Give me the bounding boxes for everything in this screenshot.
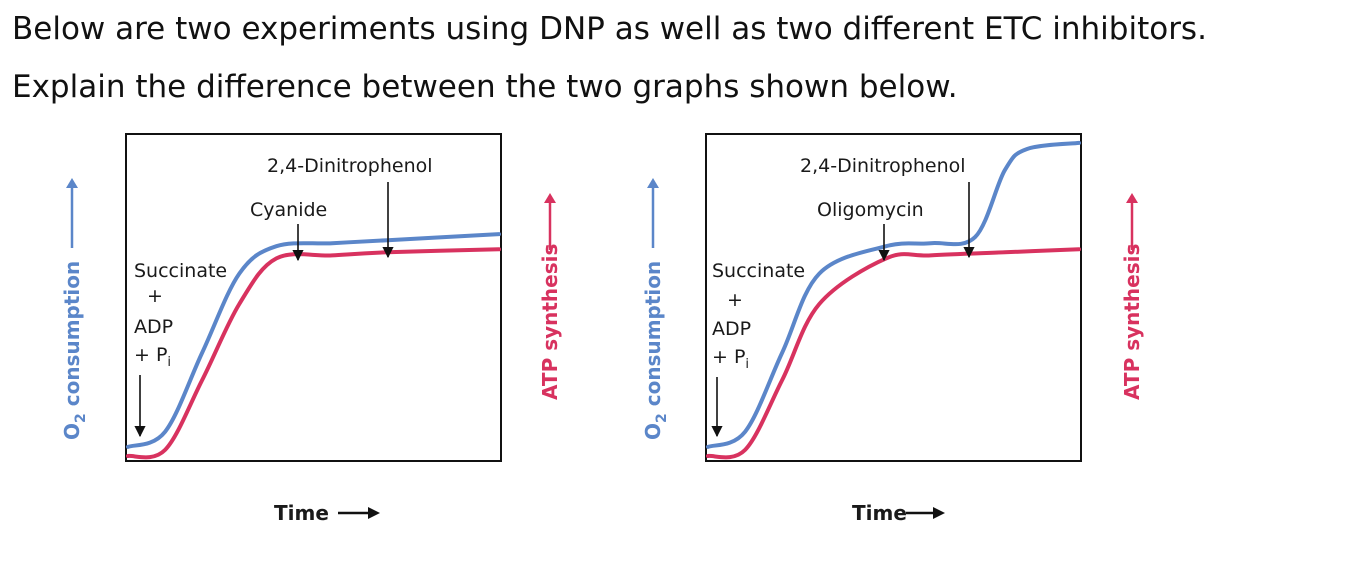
chart-2-adp-label: ADP bbox=[712, 318, 751, 340]
chart-1-y-right-arrowhead bbox=[544, 193, 556, 203]
chart-1-plus-label: + bbox=[147, 285, 163, 307]
chart-2-o2-rest: consumption bbox=[641, 261, 665, 414]
chart-2-x-label: Time bbox=[852, 501, 907, 525]
chart-1-y-left-arrowhead bbox=[66, 178, 78, 188]
chart-2-dnp-label: 2,4-Dinitrophenol bbox=[800, 155, 966, 177]
chart-1-x-label: Time bbox=[274, 501, 329, 525]
chart-1-pi-label: + Pi bbox=[134, 344, 171, 370]
chart-1-frame bbox=[125, 133, 502, 462]
chart-2-y-left-label: O2 consumption bbox=[641, 178, 670, 440]
chart-1-x-arrowhead bbox=[368, 507, 380, 519]
chart-1: O2 consumption ATP synthesis Time Succin… bbox=[60, 133, 562, 525]
chart-2-y-right-arrowhead bbox=[1126, 193, 1138, 203]
chart-1-pi-subscript: i bbox=[167, 355, 171, 370]
chart-1-dnp-label: 2,4-Dinitrophenol bbox=[267, 155, 433, 177]
chart-1-y-right-label: ATP synthesis bbox=[538, 193, 562, 400]
chart-2-pi-subscript: i bbox=[745, 357, 749, 372]
chart-2-pi-main: + P bbox=[712, 346, 745, 368]
chart-2-o2-letter: O bbox=[641, 423, 665, 440]
chart-1-y-left-label: O2 consumption bbox=[60, 178, 89, 440]
chart-2: O2 consumption ATP synthesis Time Succin… bbox=[641, 133, 1144, 525]
chart-2-pi-label: + Pi bbox=[712, 346, 749, 372]
svg-text:O2 consumption: O2 consumption bbox=[641, 261, 670, 440]
chart-1-o2-subscript: 2 bbox=[73, 413, 89, 423]
chart-2-o2-subscript: 2 bbox=[654, 413, 670, 423]
chart-1-cyanide-label: Cyanide bbox=[250, 199, 327, 221]
chart-1-o2-letter: O bbox=[60, 423, 84, 440]
svg-text:O2 consumption: O2 consumption bbox=[60, 261, 89, 440]
question-line-2: Explain the difference between the two g… bbox=[12, 69, 958, 105]
chart-1-adp-label: ADP bbox=[134, 316, 173, 338]
chart-2-atp-line bbox=[706, 247, 1081, 460]
question-line-1: Below are two experiments using DNP as w… bbox=[12, 11, 1207, 47]
chart-2-y-left-arrowhead bbox=[647, 178, 659, 188]
chart-1-pi-main: + P bbox=[134, 344, 167, 366]
chart-2-frame bbox=[705, 133, 1082, 462]
chart-2-o2-line bbox=[706, 140, 1081, 449]
chart-2-x-arrowhead bbox=[933, 507, 945, 519]
chart-2-succinate-label: Succinate bbox=[712, 260, 805, 282]
chart-2-atp-text: ATP synthesis bbox=[1120, 244, 1144, 400]
chart-1-o2-rest: consumption bbox=[60, 261, 84, 414]
chart-2-oligomycin-label: Oligomycin bbox=[817, 199, 924, 221]
chart-1-atp-text: ATP synthesis bbox=[538, 244, 562, 400]
chart-2-y-right-label: ATP synthesis bbox=[1120, 193, 1144, 400]
chart-1-succinate-label: Succinate bbox=[134, 260, 227, 282]
chart-2-plus-label: + bbox=[727, 289, 743, 311]
